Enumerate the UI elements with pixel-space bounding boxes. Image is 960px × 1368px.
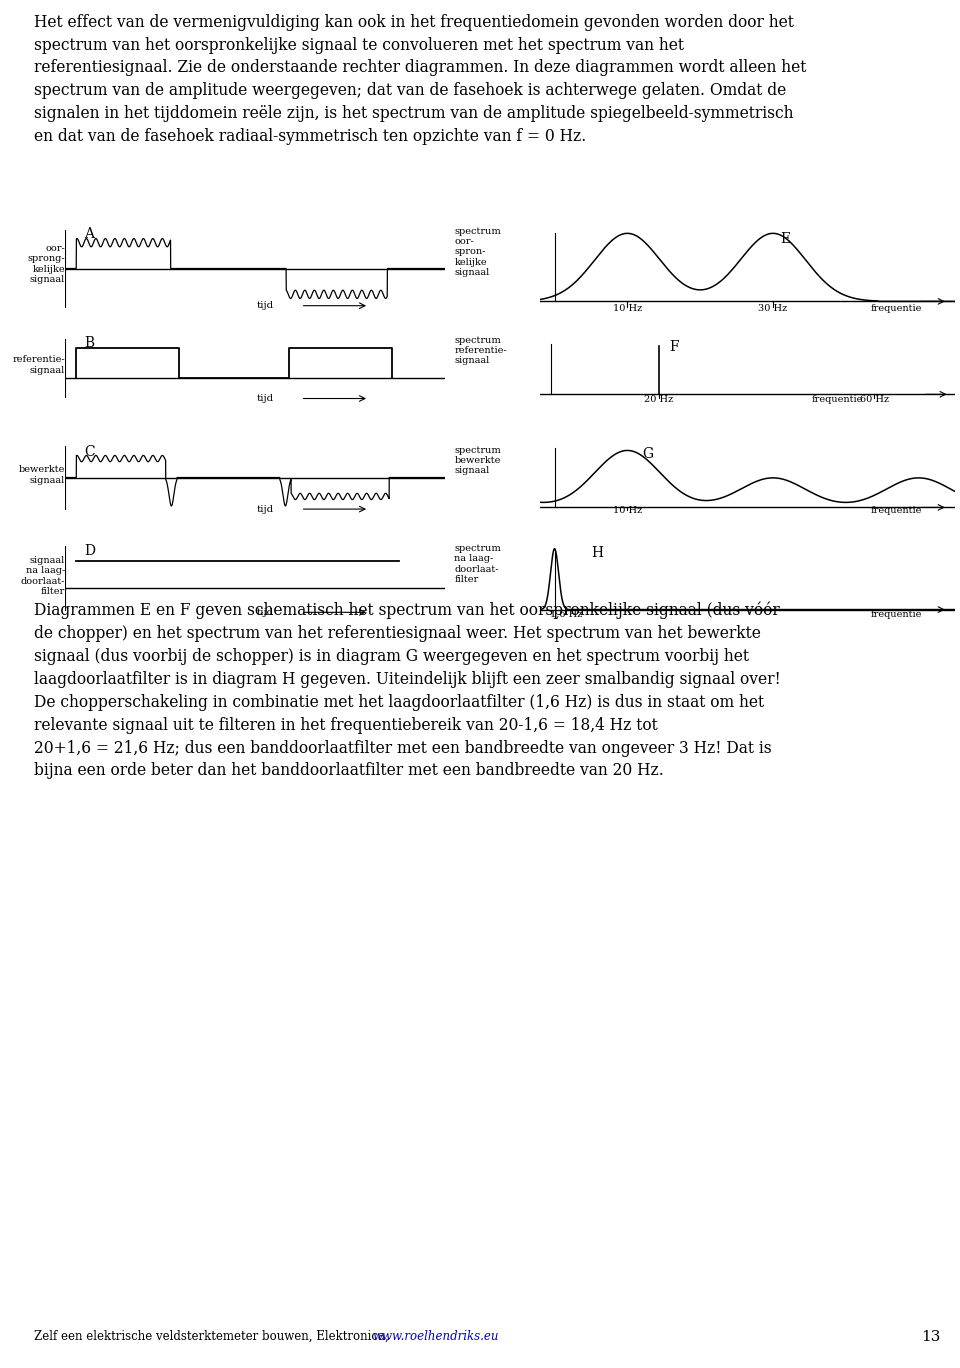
Text: D: D: [84, 544, 95, 558]
Text: G: G: [642, 447, 653, 461]
Text: Diagrammen E en F geven schematisch het spectrum van het oorspronkelijke signaal: Diagrammen E en F geven schematisch het …: [34, 602, 780, 780]
Text: frequentie: frequentie: [871, 506, 923, 514]
Text: www.roelhendriks.eu: www.roelhendriks.eu: [372, 1330, 499, 1343]
Text: 30 Hz: 30 Hz: [758, 304, 787, 313]
Text: bewerkte
signaal: bewerkte signaal: [18, 465, 65, 484]
Text: H: H: [591, 546, 603, 560]
Text: F: F: [669, 339, 679, 354]
Text: spectrum
na laag-
doorlaat-
filter: spectrum na laag- doorlaat- filter: [454, 544, 501, 584]
Text: oor-
sprong-
kelijke
signaal: oor- sprong- kelijke signaal: [28, 244, 65, 285]
Text: E: E: [780, 231, 790, 246]
Text: tijd: tijd: [256, 607, 274, 617]
Text: 60 Hz: 60 Hz: [859, 395, 889, 404]
Text: 10 Hz: 10 Hz: [612, 304, 642, 313]
Text: A: A: [84, 227, 94, 241]
Text: frequentie: frequentie: [812, 395, 863, 404]
Text: 10 Hz: 10 Hz: [612, 506, 642, 514]
Text: spectrum
bewerkte
signaal: spectrum bewerkte signaal: [454, 446, 501, 476]
Text: 1,6 Hz: 1,6 Hz: [550, 610, 583, 620]
Text: 20 Hz: 20 Hz: [644, 395, 673, 404]
Text: frequentie: frequentie: [871, 304, 923, 313]
Text: frequentie: frequentie: [871, 610, 923, 620]
Text: 13: 13: [922, 1330, 941, 1343]
Text: spectrum
referentie-
signaal: spectrum referentie- signaal: [454, 335, 507, 365]
Text: C: C: [84, 445, 95, 460]
Text: tijd: tijd: [256, 505, 274, 513]
Text: tijd: tijd: [256, 301, 274, 311]
Text: spectrum
oor-
spron-
kelijke
signaal: spectrum oor- spron- kelijke signaal: [454, 227, 501, 278]
Text: Het effect van de vermenigvuldiging kan ook in het frequentiedomein gevonden wor: Het effect van de vermenigvuldiging kan …: [34, 14, 806, 145]
Text: referentie-
signaal: referentie- signaal: [12, 356, 65, 375]
Text: B: B: [84, 335, 94, 350]
Text: signaal
na laag-
doorlaat-
filter: signaal na laag- doorlaat- filter: [20, 555, 65, 596]
Text: tijd: tijd: [256, 394, 274, 404]
Text: Zelf een elektrische veldsterktemeter bouwen, Elektronica,: Zelf een elektrische veldsterktemeter bo…: [34, 1330, 392, 1343]
